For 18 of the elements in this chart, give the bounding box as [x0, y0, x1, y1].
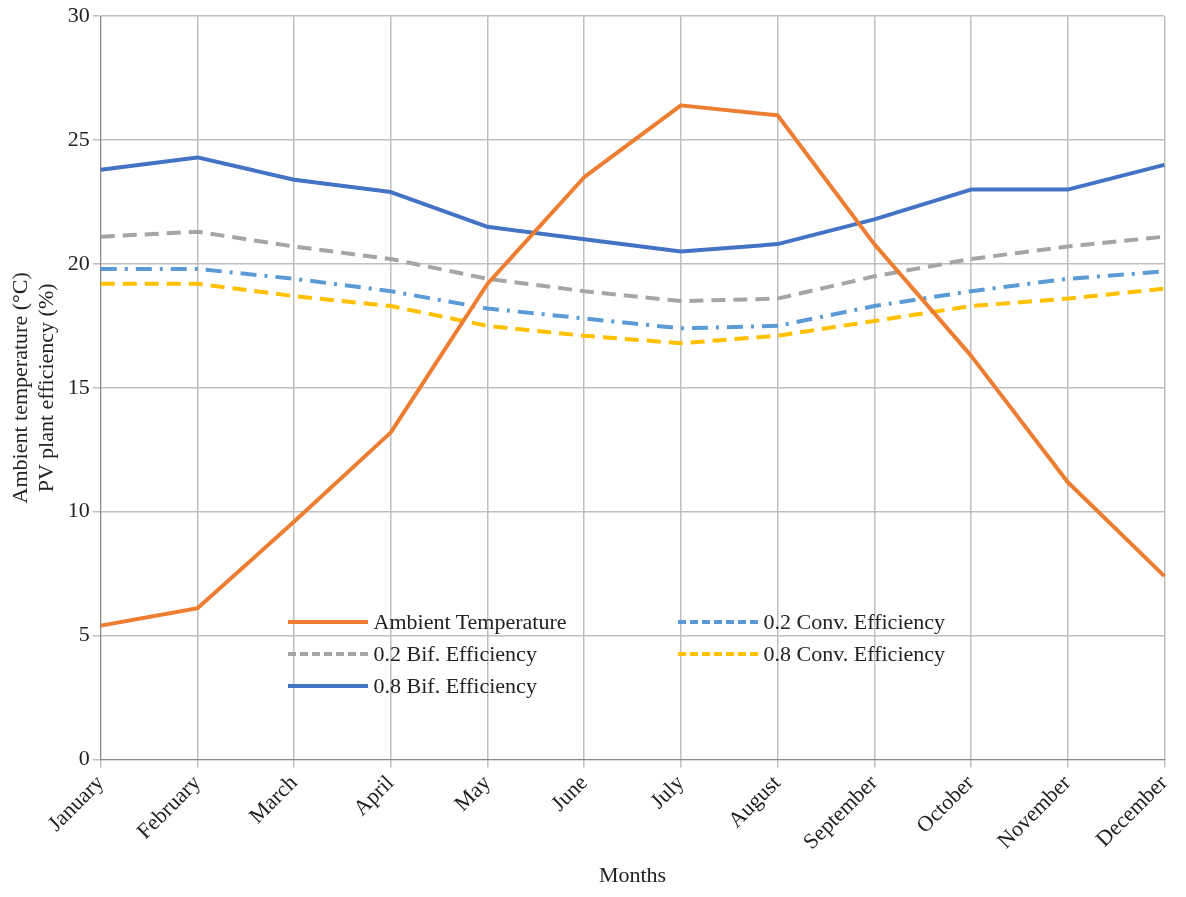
y-tick-label: 30 [67, 1, 90, 27]
x-tick-label: June [545, 769, 592, 816]
y-tick-label: 5 [78, 621, 90, 647]
y-tick-label: 20 [67, 249, 90, 275]
x-axis-title: Months [598, 861, 667, 887]
y-tick-label: 10 [67, 497, 90, 523]
x-tick-label: July [644, 769, 689, 814]
legend-label: 0.2 Bif. Efficiency [373, 641, 537, 668]
y-tick-label: 15 [67, 373, 90, 399]
legend-label: Ambient Temperature [373, 609, 567, 636]
x-tick-label: May [448, 769, 496, 816]
legend-label: 0.8 Bif. Efficiency [373, 673, 537, 700]
legend-label: 0.2 Conv. Efficiency [763, 609, 946, 636]
y-tick-label: 25 [67, 125, 90, 151]
legend-label: 0.8 Conv. Efficiency [763, 641, 946, 668]
line-series [98, 281, 1167, 346]
y-axis-title: Ambient temperature (°C) PV plant efficiency (%) [6, 272, 59, 504]
y-tick-label: 0 [78, 745, 90, 771]
